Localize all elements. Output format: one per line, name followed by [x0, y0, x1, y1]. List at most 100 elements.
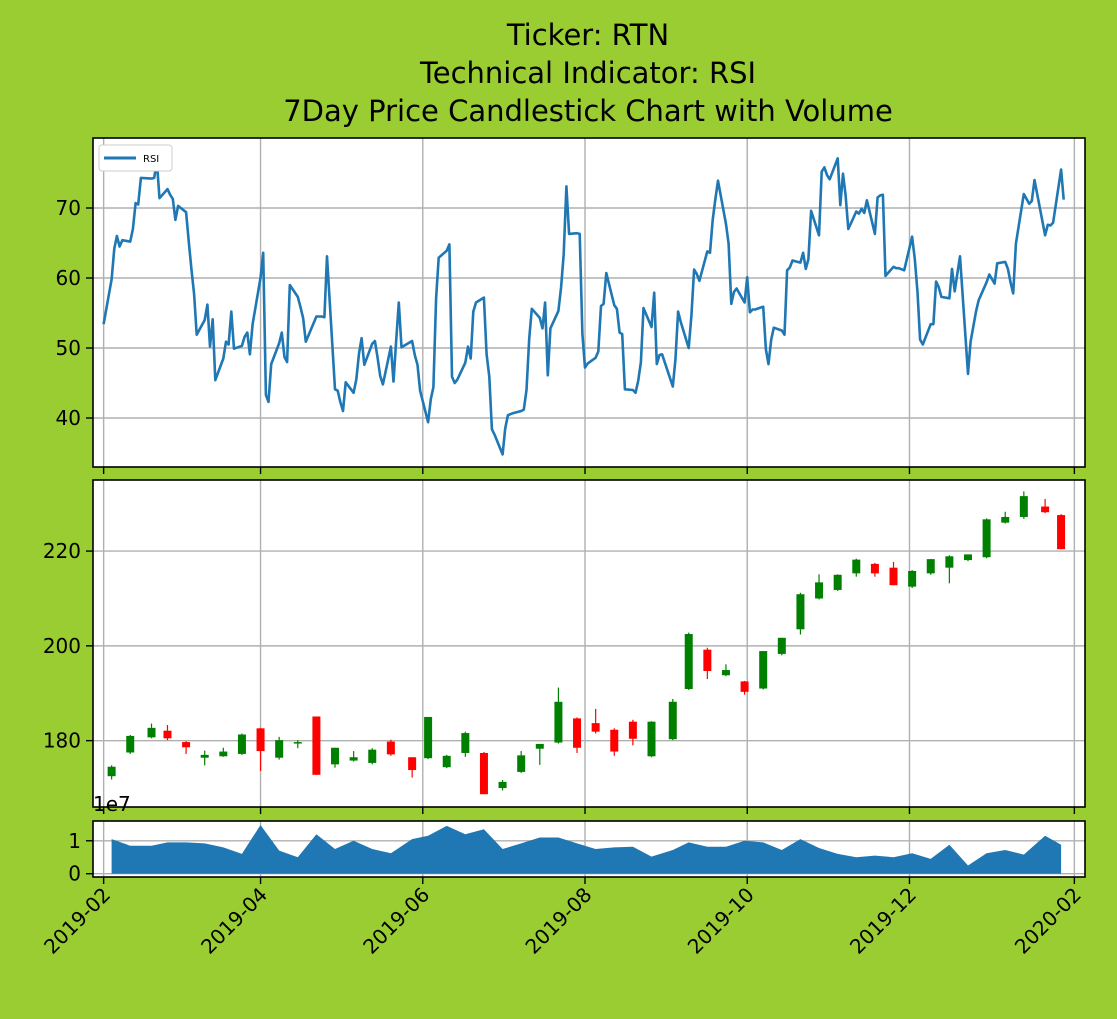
- candle-body-51: [1057, 515, 1066, 550]
- candle-body-28: [628, 721, 637, 739]
- candle-12: [331, 747, 340, 768]
- rsi-panel: 40 50 60 70 RSI: [56, 137, 1086, 474]
- chart-title-line-3: 7Day Price Candlestick Chart with Volume: [283, 94, 893, 128]
- candle-20: [479, 752, 488, 795]
- candle-35: [759, 651, 768, 690]
- rsi-ytick-label-3: 70: [56, 196, 81, 220]
- volume-y-axis: 01: [68, 829, 93, 886]
- candle-33: [721, 664, 730, 677]
- candle-body-5: [200, 754, 209, 758]
- vol-ytick-label-0: 0: [68, 862, 81, 886]
- candle-body-0: [107, 766, 116, 777]
- candle-body-49: [1019, 496, 1028, 517]
- candle-39: [833, 574, 842, 591]
- candle-body-16: [408, 757, 417, 771]
- price-ytick-label-0: 180: [43, 729, 81, 753]
- rsi-ytick-label-1: 50: [56, 336, 81, 360]
- candle-9: [275, 736, 284, 760]
- candle-body-21: [498, 781, 507, 789]
- candle-body-32: [703, 649, 712, 671]
- candle-27: [610, 728, 619, 756]
- candle-10: [293, 740, 302, 749]
- candle-body-8: [256, 728, 265, 752]
- price-y-axis: 180 200 220: [43, 539, 93, 753]
- rsi-plot-area: [93, 138, 1085, 467]
- candle-body-38: [815, 582, 824, 599]
- candle-49: [1019, 491, 1028, 519]
- candle-body-13: [349, 757, 358, 761]
- candle-body-4: [182, 742, 191, 748]
- candle-body-33: [721, 670, 730, 676]
- candle-7: [237, 733, 246, 755]
- candle-2: [147, 723, 156, 739]
- candle-0: [107, 765, 116, 780]
- candle-48: [1001, 511, 1010, 524]
- candle-body-43: [908, 570, 917, 587]
- candle-3: [163, 725, 172, 741]
- candle-17: [424, 716, 433, 760]
- candle-body-19: [461, 733, 470, 753]
- candle-body-29: [647, 721, 656, 757]
- candle-19: [461, 731, 470, 757]
- candle-body-45: [945, 556, 954, 568]
- candle-24: [554, 687, 563, 744]
- candle-body-11: [312, 716, 321, 775]
- rsi-y-axis: 40 50 60 70: [56, 196, 93, 430]
- candle-body-31: [684, 634, 693, 689]
- candlesticks: [107, 491, 1066, 795]
- rsi-series-line: [102, 157, 1065, 456]
- candle-43: [908, 570, 917, 589]
- candle-22: [517, 751, 526, 773]
- candle-body-2: [147, 727, 156, 738]
- candle-body-36: [777, 637, 786, 654]
- candle-32: [703, 647, 712, 680]
- chart-title-line-1: Ticker: RTN: [506, 18, 669, 52]
- candle-body-41: [870, 563, 879, 574]
- candle-body-23: [535, 743, 544, 749]
- candle-body-10: [293, 742, 302, 744]
- candle-37: [796, 592, 805, 635]
- candle-6: [219, 747, 228, 757]
- candle-body-9: [275, 740, 284, 758]
- chart-title-line-2: Technical Indicator: RSI: [419, 56, 756, 90]
- candle-46: [963, 554, 972, 562]
- candle-42: [889, 561, 898, 586]
- candle-5: [200, 750, 209, 766]
- candle-body-26: [591, 723, 600, 732]
- candle-body-17: [424, 716, 433, 759]
- candle-body-12: [331, 747, 340, 765]
- rsi-legend: RSI: [98, 144, 173, 172]
- candle-11: [312, 716, 321, 775]
- candle-body-35: [759, 651, 768, 689]
- candle-21: [498, 779, 507, 791]
- candle-body-34: [740, 681, 749, 692]
- vol-ytick-label-1: 1: [68, 829, 81, 853]
- candle-36: [777, 637, 786, 656]
- volume-frame: [92, 820, 1086, 878]
- candle-47: [982, 518, 991, 559]
- candle-body-47: [982, 519, 991, 558]
- candle-body-44: [926, 559, 935, 574]
- candle-body-20: [479, 752, 488, 795]
- price-x-ticks: [102, 807, 1076, 814]
- candle-25: [573, 717, 582, 753]
- candle-23: [535, 743, 544, 765]
- candle-body-40: [852, 559, 861, 574]
- candle-13: [349, 751, 358, 762]
- candle-1: [126, 734, 135, 754]
- rsi-frame: [92, 137, 1086, 468]
- candle-34: [740, 680, 749, 695]
- candle-body-6: [219, 751, 228, 757]
- candle-body-1: [126, 735, 135, 753]
- candle-body-3: [163, 730, 172, 739]
- candle-26: [591, 708, 600, 734]
- candle-45: [945, 555, 954, 584]
- candle-body-42: [889, 567, 898, 586]
- candle-29: [647, 721, 656, 758]
- volume-area: [111, 825, 1062, 874]
- rsi-grid: [93, 138, 1085, 467]
- price-frame: [92, 479, 1086, 808]
- candle-body-37: [796, 594, 805, 630]
